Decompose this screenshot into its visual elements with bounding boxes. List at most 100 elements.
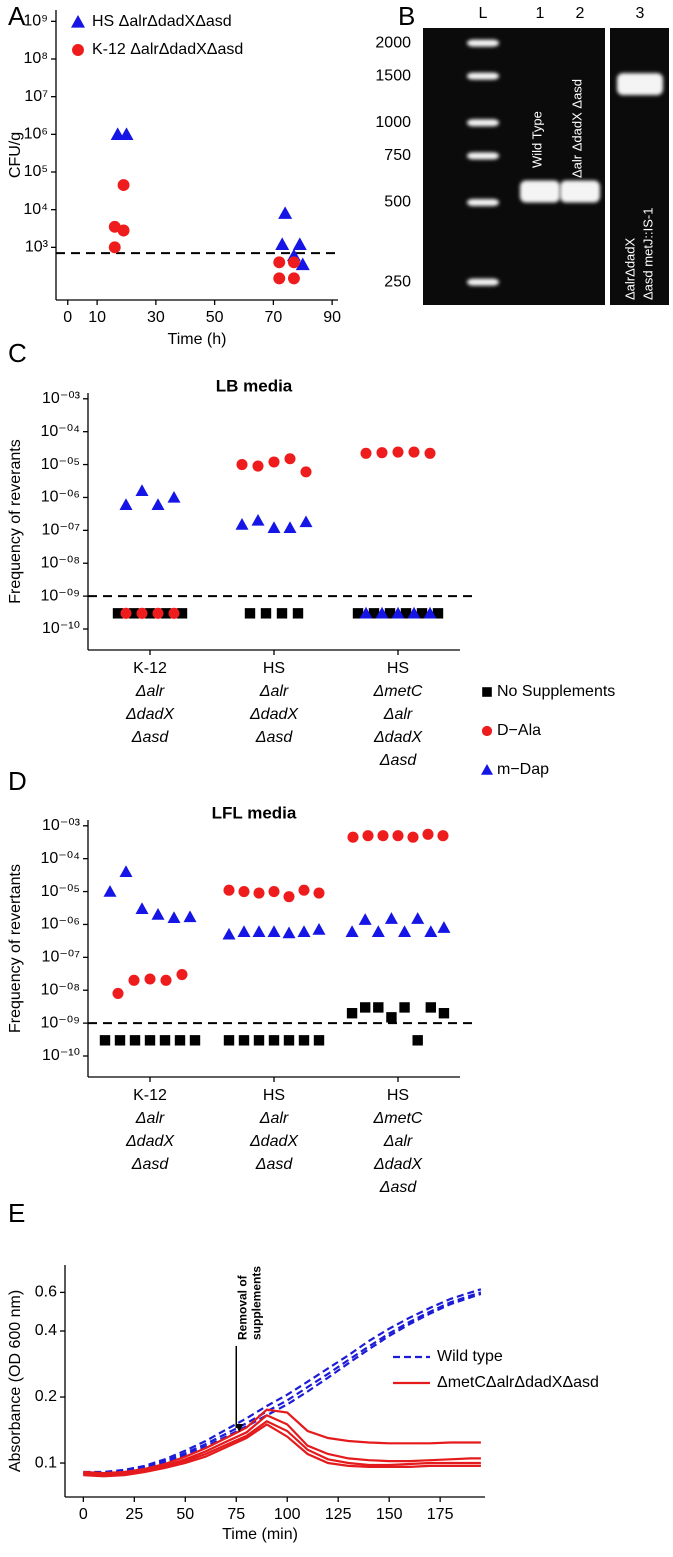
triangle-marker bbox=[407, 606, 421, 619]
y-tick-label: 0.1 bbox=[35, 1454, 57, 1471]
circle-marker bbox=[117, 179, 130, 192]
legend-marker bbox=[482, 687, 492, 697]
triangle-marker bbox=[103, 885, 117, 897]
category-label: Δalr bbox=[383, 1133, 413, 1150]
circle-marker bbox=[268, 886, 280, 898]
x-tick-label: 0 bbox=[63, 309, 72, 326]
y-tick-label: 10⁻⁰⁴ bbox=[40, 423, 80, 440]
category-label: ΔdadX bbox=[249, 706, 299, 723]
triangle-marker bbox=[295, 257, 310, 271]
y-tick-label: 10⁻⁰⁵ bbox=[41, 456, 80, 473]
y-tick-label: 10⁻⁰⁵ bbox=[41, 883, 80, 900]
legend-marker bbox=[71, 15, 85, 28]
legend-label: No Supplements bbox=[497, 683, 615, 700]
category-label: ΔdadX bbox=[249, 1133, 299, 1150]
panel-label: C bbox=[8, 338, 27, 368]
triangle-marker bbox=[167, 911, 181, 923]
triangle-marker bbox=[267, 925, 281, 937]
circle-marker bbox=[300, 466, 312, 478]
y-tick-label: 10⁶ bbox=[24, 126, 48, 143]
square-marker bbox=[373, 1002, 384, 1013]
square-marker bbox=[174, 1035, 186, 1046]
triangle-marker bbox=[423, 606, 437, 619]
square-marker bbox=[160, 608, 172, 619]
lane-label: 3 bbox=[636, 5, 645, 22]
triangle-marker bbox=[235, 518, 249, 530]
square-marker bbox=[416, 608, 428, 619]
triangle-marker bbox=[398, 925, 412, 937]
triangle-marker bbox=[267, 521, 281, 533]
category-label: ΔdadX bbox=[125, 706, 175, 723]
annotation-text: Removal of bbox=[235, 1274, 249, 1340]
triangle-marker bbox=[358, 913, 372, 925]
triangle-marker bbox=[252, 925, 266, 937]
triangle-marker bbox=[384, 912, 398, 924]
circle-marker bbox=[112, 987, 124, 999]
circle-marker bbox=[128, 974, 140, 986]
y-tick-label: 10⁻⁰⁹ bbox=[40, 587, 80, 604]
y-tick-label: 10⁻⁰⁶ bbox=[41, 489, 80, 506]
circle-marker bbox=[392, 830, 404, 842]
y-axis-label: CFU/g bbox=[7, 132, 24, 178]
circle-marker bbox=[176, 969, 188, 981]
square-marker bbox=[298, 1035, 310, 1046]
triangle-marker bbox=[424, 925, 438, 937]
y-tick-label: 0.2 bbox=[35, 1388, 57, 1405]
triangle-marker bbox=[411, 912, 425, 924]
square-marker bbox=[114, 1035, 126, 1046]
chart-title: LB media bbox=[216, 376, 293, 395]
triangle-marker bbox=[292, 237, 307, 250]
circle-marker bbox=[408, 446, 420, 458]
square-marker bbox=[129, 1035, 141, 1046]
circle-marker bbox=[268, 456, 280, 468]
circle-marker bbox=[287, 272, 300, 285]
square-marker bbox=[313, 1035, 325, 1046]
circle-marker bbox=[252, 460, 264, 472]
y-tick-label: 10⁴ bbox=[23, 201, 48, 218]
triangle-marker bbox=[275, 237, 290, 250]
legend-label: ΔmetCΔalrΔdadXΔasd bbox=[437, 1374, 599, 1391]
square-marker bbox=[399, 1002, 410, 1013]
category-label: Δasd bbox=[255, 729, 294, 746]
category-label: Δalr bbox=[383, 706, 413, 723]
chart-title: LFL media bbox=[212, 803, 297, 822]
category-label: Δalr bbox=[259, 1110, 289, 1127]
square-marker bbox=[128, 608, 140, 619]
y-tick-label: 10⁻¹⁰ bbox=[42, 620, 80, 637]
circle-marker bbox=[377, 830, 389, 842]
x-tick-label: 50 bbox=[206, 309, 224, 326]
circle-marker bbox=[298, 884, 310, 896]
triangle-marker bbox=[297, 925, 311, 937]
category-label: Δasd bbox=[131, 729, 170, 746]
circle-marker bbox=[424, 447, 436, 459]
band bbox=[520, 180, 560, 203]
panel-label: E bbox=[8, 1198, 25, 1228]
square-marker bbox=[144, 1035, 156, 1046]
panel-label: D bbox=[8, 766, 27, 796]
ladder-size-label: 1500 bbox=[375, 67, 411, 84]
band bbox=[467, 152, 499, 160]
triangle-marker bbox=[119, 127, 134, 140]
x-tick-label: 150 bbox=[376, 1506, 403, 1523]
ladder-size-label: 500 bbox=[384, 194, 411, 211]
square-marker bbox=[400, 608, 412, 619]
y-tick-label: 0.4 bbox=[35, 1322, 57, 1339]
category-label: HS bbox=[387, 1087, 409, 1104]
triangle-marker bbox=[345, 925, 359, 937]
triangle-marker bbox=[167, 490, 181, 503]
circle-marker bbox=[160, 974, 172, 986]
triangle-marker bbox=[119, 865, 133, 877]
circle-marker bbox=[108, 241, 121, 254]
triangle-marker bbox=[110, 127, 125, 140]
x-tick-label: 70 bbox=[264, 309, 282, 326]
square-marker bbox=[189, 1035, 201, 1046]
triangle-marker bbox=[283, 521, 297, 533]
y-axis-label: Absorbance (OD 600 nm) bbox=[7, 1290, 24, 1472]
square-marker bbox=[238, 1035, 250, 1046]
legend-label: HS ΔalrΔdadXΔasd bbox=[92, 13, 232, 30]
band bbox=[560, 180, 600, 203]
circle-marker bbox=[437, 830, 449, 842]
x-axis-label: Time (min) bbox=[222, 1526, 298, 1543]
triangle-marker bbox=[278, 206, 293, 219]
legend-label: m−Dap bbox=[497, 761, 549, 778]
